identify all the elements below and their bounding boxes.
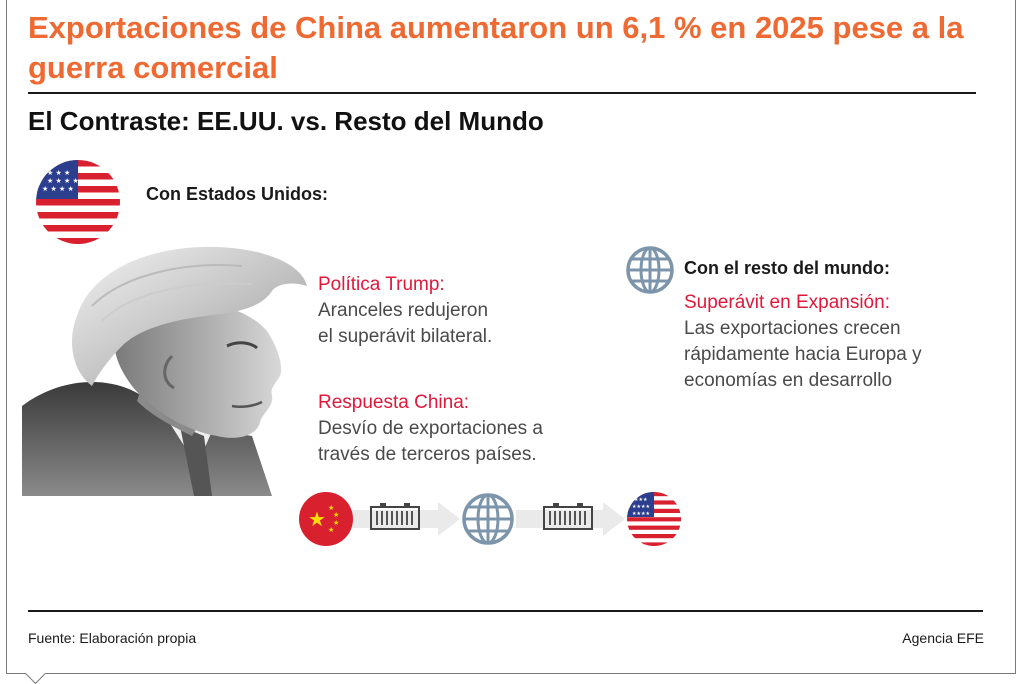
- globe-icon: [626, 246, 674, 294]
- globe-icon-flow: [462, 493, 514, 545]
- agency-credit: Agencia EFE: [902, 630, 984, 646]
- china-response-line-2: través de terceros países.: [318, 444, 537, 465]
- svg-text:★: ★: [328, 526, 334, 534]
- china-response-block: Respuesta China: Desvío de exportaciones…: [318, 390, 543, 468]
- china-response-line-1: Desvío de exportaciones a: [318, 418, 543, 439]
- china-flag-icon: ★ ★ ★ ★ ★: [299, 492, 353, 546]
- world-surplus-line-1: Las exportaciones crecen: [684, 318, 901, 339]
- trade-reroute-flow: ★ ★ ★ ★ ★: [299, 492, 681, 546]
- svg-text:★★★: ★★★: [634, 497, 648, 503]
- svg-text:★ ★ ★ ★: ★ ★ ★ ★: [42, 185, 74, 193]
- svg-text:★ ★ ★ ★: ★ ★ ★ ★: [47, 177, 79, 185]
- trump-policy-block: Política Trump: Aranceles redujeron el s…: [318, 272, 492, 350]
- footer-divider: [28, 610, 983, 612]
- trump-policy-line-1: Aranceles redujeron: [318, 300, 489, 321]
- flow-arrow-1: [350, 502, 460, 536]
- page-title: Exportaciones de China aumentaron un 6,1…: [28, 10, 964, 85]
- source-credit: Fuente: Elaboración propia: [28, 630, 197, 646]
- us-section-heading: Con Estados Unidos:: [146, 184, 329, 204]
- container-icon-2: [543, 503, 593, 530]
- svg-text:★★★★: ★★★★: [632, 511, 650, 517]
- us-flag-icon-small: ★★★ ★★★★ ★★★★: [627, 492, 681, 546]
- world-surplus-line-3: economías en desarrollo: [684, 370, 893, 391]
- world-surplus-label: Superávit en Expansión:: [684, 292, 890, 313]
- title-divider: [28, 92, 976, 94]
- svg-text:★ ★ ★: ★ ★ ★: [47, 169, 70, 177]
- container-icon-1: [370, 503, 420, 530]
- svg-text:★: ★: [308, 507, 326, 531]
- svg-text:★: ★: [333, 519, 339, 527]
- trump-policy-label: Política Trump:: [318, 274, 445, 295]
- world-surplus-line-2: rápidamente hacia Europa y: [684, 344, 922, 365]
- svg-text:★: ★: [333, 511, 339, 519]
- world-section-heading: Con el resto del mundo:: [684, 258, 891, 278]
- trump-portrait-illustration: [22, 246, 307, 496]
- section-subtitle: El Contraste: EE.UU. vs. Resto del Mundo: [28, 106, 544, 136]
- china-response-label: Respuesta China:: [318, 392, 470, 413]
- trump-policy-line-2: el superávit bilateral.: [318, 326, 493, 347]
- world-surplus-block: Superávit en Expansión: Las exportacione…: [684, 290, 922, 394]
- svg-text:★★★★: ★★★★: [632, 504, 650, 510]
- infographic-frame: [6, 0, 1016, 674]
- us-flag-icon: ★ ★ ★ ★ ★ ★ ★ ★ ★ ★ ★: [36, 160, 120, 244]
- svg-text:★: ★: [328, 504, 334, 512]
